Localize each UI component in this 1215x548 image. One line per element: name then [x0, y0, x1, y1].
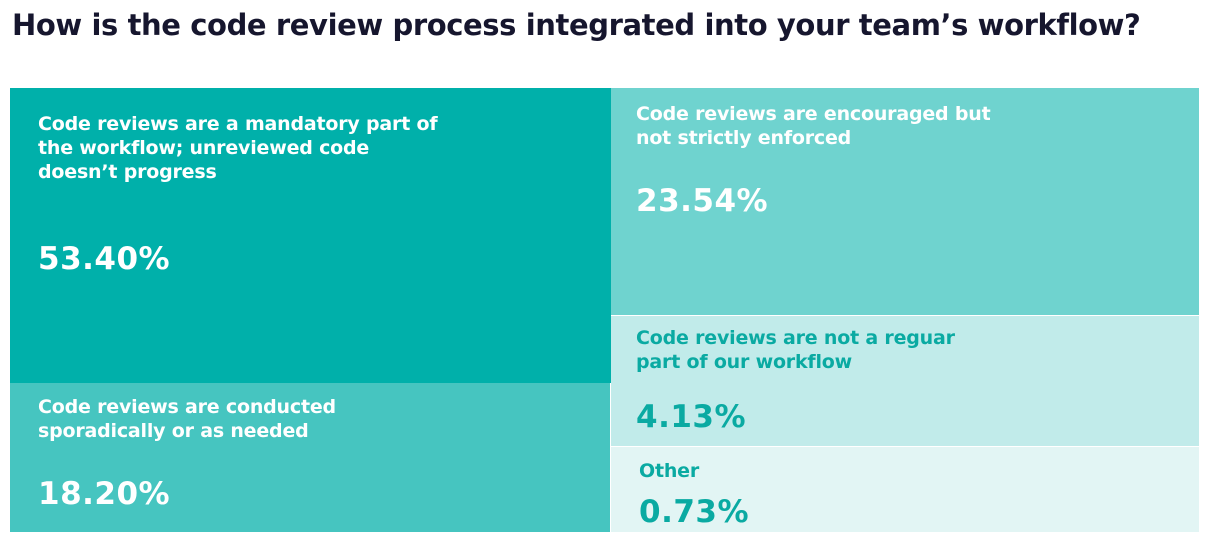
treemap-tile-not-regular: Code reviews are not a reguar part of ou… — [611, 316, 1199, 447]
chart-title: How is the code review process integrate… — [12, 8, 1141, 42]
tile-value: 4.13% — [636, 399, 747, 435]
treemap-tile-other: Other 0.73% — [611, 447, 1199, 532]
treemap-tile-encouraged: Code reviews are encouraged but not stri… — [611, 88, 1199, 316]
tile-label: Other — [639, 460, 700, 482]
treemap-tile-sporadic: Code reviews are conducted sporadically … — [10, 383, 611, 532]
treemap-chart: Code reviews are a mandatory part of the… — [10, 88, 1199, 532]
tile-value: 18.20% — [38, 476, 171, 512]
tile-value: 53.40% — [38, 241, 171, 277]
tile-label: Code reviews are encouraged but not stri… — [636, 103, 991, 149]
tile-label: Code reviews are conducted sporadically … — [38, 396, 336, 442]
treemap-tile-mandatory: Code reviews are a mandatory part of the… — [10, 88, 611, 383]
tile-value: 23.54% — [636, 183, 769, 219]
tile-label: Code reviews are not a reguar part of ou… — [636, 327, 955, 373]
tile-label: Code reviews are a mandatory part of the… — [38, 113, 438, 183]
tile-value: 0.73% — [639, 494, 750, 530]
